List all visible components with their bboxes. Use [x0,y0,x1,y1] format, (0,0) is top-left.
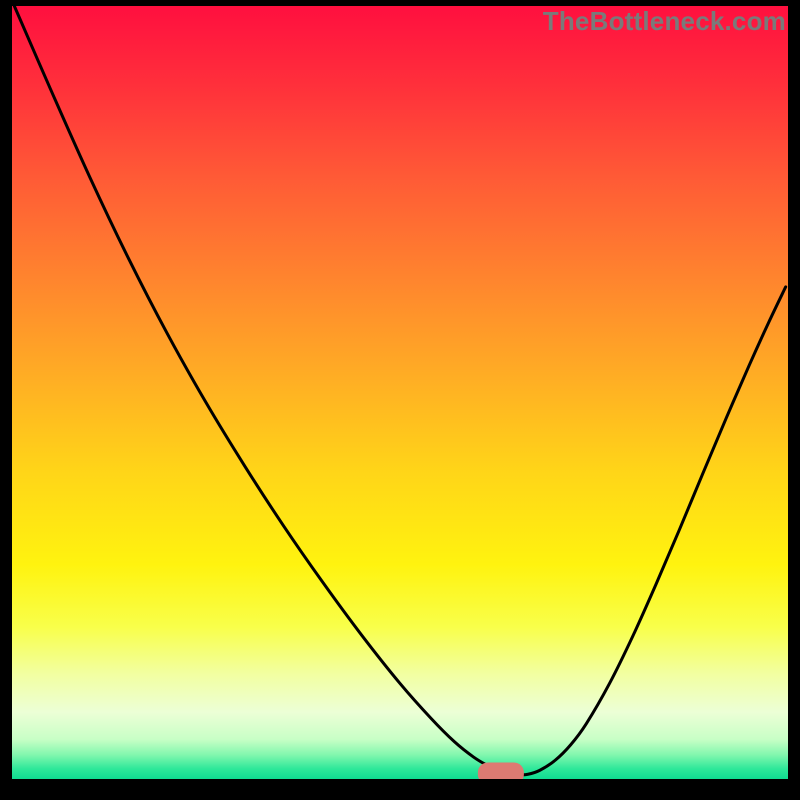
plot-background [12,6,788,782]
bottleneck-curve-chart [0,0,800,800]
chart-container: TheBottleneck.com [0,0,800,800]
watermark-text: TheBottleneck.com [543,6,786,37]
